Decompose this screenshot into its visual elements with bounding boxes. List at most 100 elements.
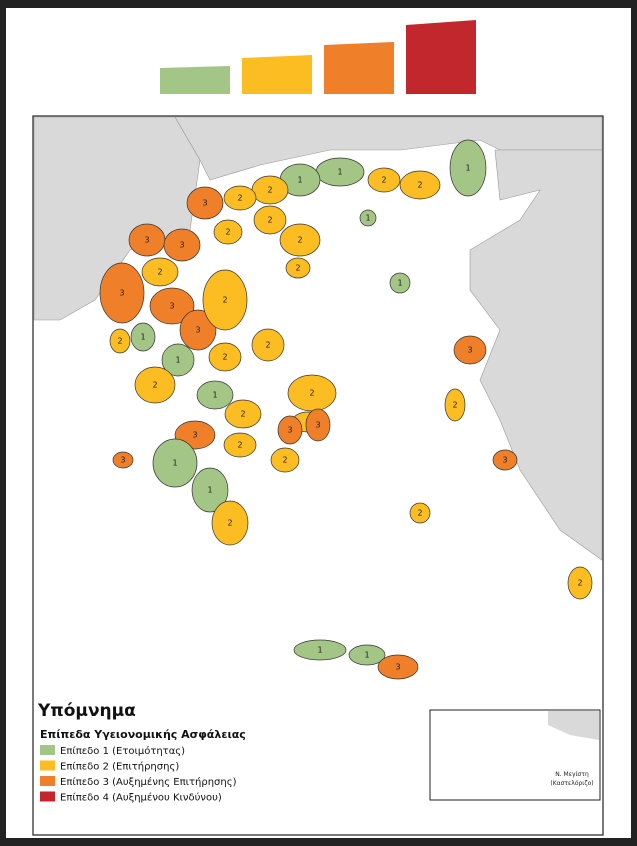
region-label: 1 <box>212 391 217 400</box>
region-label: 2 <box>417 509 422 518</box>
region <box>449 139 487 197</box>
legend-swatch <box>40 776 55 786</box>
region-label: 1 <box>397 279 402 288</box>
region-label: 3 <box>179 241 184 250</box>
region-label: 1 <box>207 486 212 495</box>
region-label: 2 <box>265 341 270 350</box>
legend-label: Επίπεδο 2 (Επιτήρησης) <box>60 761 179 773</box>
region-label: 3 <box>287 426 292 435</box>
region <box>399 170 441 200</box>
legend-label: Επίπεδο 4 (Αυξημένου Κινδύνου) <box>60 792 222 804</box>
region <box>359 209 377 227</box>
legend-subtitle: Επίπεδα Υγειονομικής Ασφάλειας <box>40 728 246 741</box>
region <box>208 342 242 372</box>
region-label: 2 <box>417 181 422 190</box>
region-label: 2 <box>452 401 457 410</box>
region-label: 1 <box>140 333 145 342</box>
region-label: 3 <box>169 302 174 311</box>
region-label: 3 <box>195 326 200 335</box>
inset-label: (Καστελόριζο) <box>550 780 593 787</box>
legend-swatch <box>40 791 55 802</box>
region-label: 2 <box>267 216 272 225</box>
legend-label: Επίπεδο 1 (Ετοιμότητας) <box>60 745 185 757</box>
level-bar <box>242 55 312 94</box>
region-label: 3 <box>502 456 507 465</box>
region-label: 2 <box>297 236 302 245</box>
region <box>196 380 234 410</box>
region-label: 2 <box>157 268 162 277</box>
region <box>134 366 176 404</box>
neighbor-country <box>174 116 603 181</box>
region <box>223 185 257 211</box>
region <box>161 343 195 377</box>
region <box>211 500 249 546</box>
region-label: 3 <box>467 346 472 355</box>
region <box>305 408 331 442</box>
region <box>251 328 285 362</box>
region-label: 1 <box>297 176 302 185</box>
region <box>270 447 300 473</box>
inset-label: Ν. Μεγίστη <box>555 771 589 778</box>
level-bar <box>406 20 476 94</box>
level-bars <box>160 20 476 94</box>
legend-title: Υπόμνημα <box>37 701 136 721</box>
region <box>152 438 198 488</box>
page: 1 1 2 2 1 1 2 2 3 2 2 2 2 3 3 2 3 3 3 2 1 2 1 2 1 2 2 2 2 2 3 2 3 3 2 1 1 2 3 1… <box>6 8 631 838</box>
region <box>191 467 229 513</box>
region <box>202 269 248 331</box>
region <box>112 451 134 469</box>
region <box>285 257 311 279</box>
region-label: 2 <box>117 337 122 346</box>
region-label: 1 <box>175 356 180 365</box>
region <box>141 257 179 287</box>
region-label: 3 <box>119 289 124 298</box>
region-label: 2 <box>282 456 287 465</box>
region-label: 2 <box>267 186 272 195</box>
neighbor-country <box>469 149 603 561</box>
region-label: 3 <box>395 663 400 672</box>
region-label: 1 <box>364 651 369 660</box>
region <box>109 328 131 354</box>
region <box>253 205 287 235</box>
region <box>348 644 386 666</box>
region <box>409 502 431 524</box>
region <box>223 432 257 458</box>
legend-swatch <box>40 760 55 771</box>
region-label: 2 <box>222 296 227 305</box>
region <box>453 335 487 365</box>
legend: Επίπεδο 1 (Ετοιμότητας) Επίπεδο 2 (Επιτήρ… <box>40 745 237 804</box>
inset-neighbor <box>548 711 599 740</box>
region-label: 1 <box>337 168 342 177</box>
region <box>277 415 303 445</box>
region <box>213 219 243 245</box>
region <box>130 322 156 352</box>
level-bar <box>324 42 394 94</box>
region-label: 3 <box>144 236 149 245</box>
region-label: 2 <box>152 381 157 390</box>
region <box>492 449 518 471</box>
region <box>293 639 347 661</box>
region <box>567 566 593 600</box>
region-label: 3 <box>192 431 197 440</box>
region-label: 3 <box>202 199 207 208</box>
region <box>444 388 466 422</box>
region-label: 3 <box>120 456 125 465</box>
region <box>149 287 195 325</box>
region <box>279 223 321 257</box>
region-label: 1 <box>365 214 370 223</box>
region-label: 2 <box>222 353 227 362</box>
region <box>99 262 145 324</box>
legend-label: Επίπεδο 3 (Αυξημένης Επιτήρησης) <box>60 776 237 788</box>
region <box>367 167 401 193</box>
region-label: 2 <box>381 176 386 185</box>
region-label: 2 <box>295 264 300 273</box>
region-label: 2 <box>240 410 245 419</box>
region-label: 2 <box>227 519 232 528</box>
legend-swatch <box>40 745 55 755</box>
regions: 1 1 2 2 1 1 2 2 3 2 2 2 2 3 3 2 3 3 3 2 1 2 1 2 1 2 2 2 2 2 3 2 3 3 2 1 1 2 3 1… <box>99 139 593 789</box>
region-label: 1 <box>317 646 322 655</box>
region <box>389 272 411 294</box>
region-label: 2 <box>225 228 230 237</box>
region-label: 3 <box>315 421 320 430</box>
